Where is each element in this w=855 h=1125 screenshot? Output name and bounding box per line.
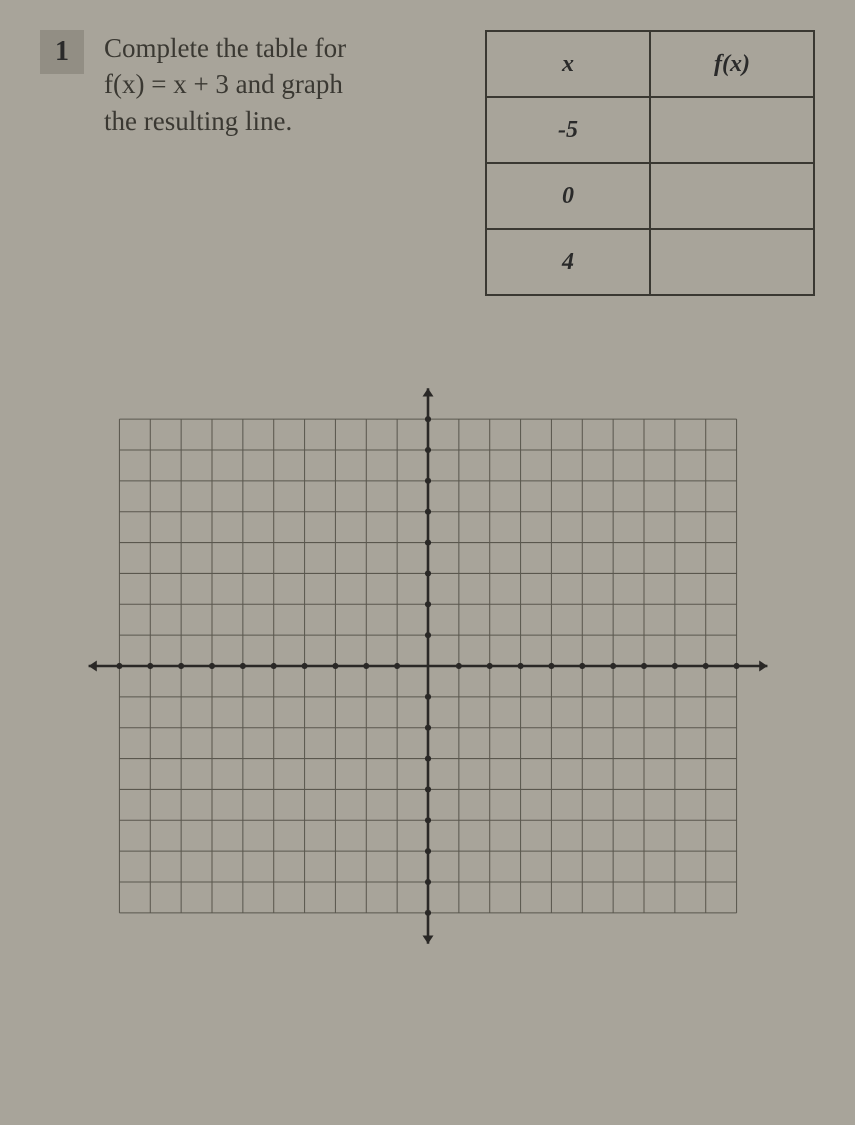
coordinate-grid [68, 356, 788, 976]
function-table: x f(x) -5 0 4 [485, 30, 815, 296]
table-cell-x2: 4 [486, 229, 650, 295]
table-header-x: x [486, 31, 650, 97]
table-cell-x1: 0 [486, 163, 650, 229]
question-block: 1 Complete the table for f(x) = x + 3 an… [40, 30, 455, 296]
table-cell-x0: -5 [486, 97, 650, 163]
table-cell-y1[interactable] [650, 163, 814, 229]
table-cell-y2[interactable] [650, 229, 814, 295]
table-header-fx: f(x) [650, 31, 814, 97]
graph-container [40, 356, 815, 976]
question-line1: Complete the table for [104, 33, 346, 63]
question-line3: the resulting line. [104, 106, 292, 136]
question-number: 1 [40, 30, 84, 74]
question-text: Complete the table for f(x) = x + 3 and … [104, 30, 356, 296]
table-cell-y0[interactable] [650, 97, 814, 163]
question-line2: f(x) = x + 3 and graph [104, 69, 343, 99]
